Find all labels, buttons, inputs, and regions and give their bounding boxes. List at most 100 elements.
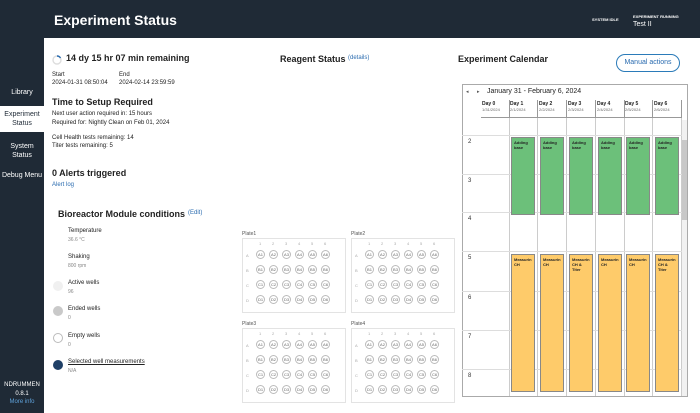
well[interactable]: C6 [430, 370, 439, 379]
well[interactable]: B4 [404, 355, 413, 364]
well[interactable]: A4 [404, 340, 413, 349]
well[interactable]: B6 [321, 355, 330, 364]
well[interactable]: C5 [308, 280, 317, 289]
well[interactable]: B1 [256, 265, 265, 274]
well[interactable]: D2 [269, 295, 278, 304]
well[interactable]: A3 [391, 250, 400, 259]
calendar-event-adding-base[interactable]: Adding base [569, 137, 593, 215]
calendar-day-column[interactable] [624, 118, 653, 396]
calendar-event-measuring[interactable]: Measurin CH [511, 254, 535, 392]
well[interactable]: B3 [391, 265, 400, 274]
well[interactable]: A4 [295, 340, 304, 349]
calendar-day-column[interactable] [509, 118, 538, 396]
well[interactable]: C3 [282, 370, 291, 379]
calendar-day-column[interactable] [538, 118, 567, 396]
well[interactable]: D2 [378, 295, 387, 304]
well[interactable]: D6 [430, 385, 439, 394]
well[interactable]: A4 [295, 250, 304, 259]
well[interactable]: D5 [417, 295, 426, 304]
calendar-day-column[interactable] [481, 118, 510, 396]
prev-week-icon[interactable]: ◂ [466, 89, 469, 95]
well[interactable]: A5 [308, 340, 317, 349]
reagent-details-link[interactable]: (details) [348, 55, 370, 61]
well[interactable]: C1 [256, 370, 265, 379]
well[interactable]: C1 [256, 280, 265, 289]
well[interactable]: C1 [365, 280, 374, 289]
well[interactable]: C6 [430, 280, 439, 289]
well[interactable]: B4 [295, 265, 304, 274]
well[interactable]: B6 [430, 355, 439, 364]
well[interactable]: A6 [321, 340, 330, 349]
well[interactable]: C4 [295, 280, 304, 289]
calendar-day-column[interactable] [567, 118, 596, 396]
calendar-event-measuring[interactable]: Measurin CH [598, 254, 622, 392]
calendar-day-column[interactable] [596, 118, 625, 396]
well[interactable]: D5 [308, 385, 317, 394]
well[interactable]: A3 [391, 340, 400, 349]
sidebar-item-experiment-status[interactable]: Experiment Status [0, 106, 44, 132]
well[interactable]: A6 [430, 250, 439, 259]
well[interactable]: A1 [365, 250, 374, 259]
well[interactable]: A2 [378, 340, 387, 349]
well[interactable]: A5 [417, 250, 426, 259]
well[interactable]: C6 [321, 280, 330, 289]
well[interactable]: B6 [321, 265, 330, 274]
well[interactable]: D4 [404, 385, 413, 394]
calendar-event-adding-base[interactable]: Adding base [598, 137, 622, 215]
well[interactable]: A6 [321, 250, 330, 259]
well[interactable]: B2 [378, 355, 387, 364]
well[interactable]: B4 [404, 265, 413, 274]
well[interactable]: A2 [378, 250, 387, 259]
more-info-link[interactable]: More info [9, 399, 35, 405]
well[interactable]: C6 [321, 370, 330, 379]
manual-actions-button[interactable]: Manual actions [616, 54, 680, 72]
well[interactable]: D3 [391, 385, 400, 394]
well[interactable]: A3 [282, 340, 291, 349]
well[interactable]: B5 [417, 265, 426, 274]
well[interactable]: D5 [417, 385, 426, 394]
well[interactable]: D5 [308, 295, 317, 304]
well[interactable]: C4 [295, 370, 304, 379]
well[interactable]: C2 [378, 370, 387, 379]
well[interactable]: D4 [404, 295, 413, 304]
well[interactable]: D1 [256, 295, 265, 304]
well[interactable]: A5 [308, 250, 317, 259]
well[interactable]: C4 [404, 280, 413, 289]
calendar-event-adding-base[interactable]: Adding base [626, 137, 650, 215]
well[interactable]: A6 [430, 340, 439, 349]
well[interactable]: C4 [404, 370, 413, 379]
well[interactable]: C5 [308, 370, 317, 379]
sidebar-item-library[interactable]: Library [11, 89, 33, 96]
well[interactable]: C2 [269, 370, 278, 379]
well[interactable]: D1 [256, 385, 265, 394]
calendar-event-adding-base[interactable]: Adding base [540, 137, 564, 215]
well[interactable]: C5 [417, 280, 426, 289]
well[interactable]: A2 [269, 250, 278, 259]
calendar-scrollbar-thumb[interactable] [682, 140, 687, 220]
well[interactable]: D6 [321, 295, 330, 304]
sidebar-item-system-status[interactable]: System Status [10, 143, 34, 159]
well[interactable]: C3 [282, 280, 291, 289]
calendar-scrollbar[interactable] [682, 120, 687, 396]
calendar-event-adding-base[interactable]: Adding base [511, 137, 535, 215]
well[interactable]: B3 [391, 355, 400, 364]
well[interactable]: B3 [282, 355, 291, 364]
well[interactable]: B1 [365, 355, 374, 364]
well[interactable]: C3 [391, 280, 400, 289]
well[interactable]: B5 [308, 265, 317, 274]
well[interactable]: A1 [256, 250, 265, 259]
well[interactable]: C5 [417, 370, 426, 379]
well[interactable]: D6 [430, 295, 439, 304]
well[interactable]: D3 [391, 295, 400, 304]
well[interactable]: B1 [256, 355, 265, 364]
calendar-event-measuring[interactable]: Measurin CH & Titer [655, 254, 679, 392]
well[interactable]: D1 [365, 295, 374, 304]
well[interactable]: A1 [256, 340, 265, 349]
well[interactable]: B1 [365, 265, 374, 274]
well[interactable]: B2 [378, 265, 387, 274]
well[interactable]: D4 [295, 295, 304, 304]
well[interactable]: D2 [378, 385, 387, 394]
well[interactable]: D4 [295, 385, 304, 394]
well[interactable]: B4 [295, 355, 304, 364]
well[interactable]: D6 [321, 385, 330, 394]
